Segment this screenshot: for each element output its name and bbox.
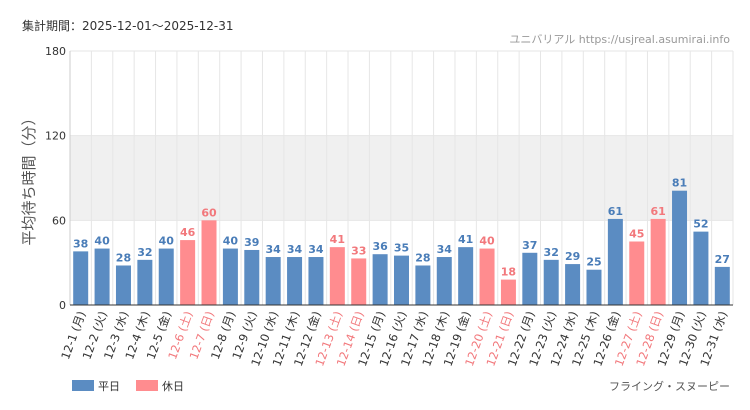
value-labels: 38 40 28 32 40 46 60 40 39 34 34 34 41 33 36 35 28 34 41 40… bbox=[73, 177, 730, 279]
value-label: 40 bbox=[159, 235, 175, 248]
value-label: 28 bbox=[116, 251, 131, 264]
value-label: 36 bbox=[372, 240, 388, 253]
grid-lines bbox=[69, 50, 734, 305]
bar-12-2 bbox=[94, 248, 110, 305]
bar-12-26 bbox=[607, 218, 623, 305]
value-label: 29 bbox=[565, 250, 580, 263]
value-label: 40 bbox=[479, 235, 495, 248]
bars bbox=[73, 190, 730, 305]
bar-12-10 bbox=[265, 257, 281, 305]
site-credit: ユニバリアル https://usjreal.asumirai.info bbox=[509, 33, 730, 46]
bar-12-12 bbox=[308, 257, 324, 305]
value-label: 40 bbox=[223, 235, 239, 248]
value-label: 60 bbox=[201, 206, 217, 219]
bar-12-21 bbox=[500, 279, 516, 305]
bar-12-29 bbox=[672, 190, 688, 305]
value-label: 61 bbox=[650, 205, 665, 218]
bar-12-22 bbox=[522, 252, 538, 305]
y-tick-label: 0 bbox=[59, 299, 66, 312]
shaded-band bbox=[70, 135, 733, 221]
value-label: 38 bbox=[73, 237, 88, 250]
bar-12-6 bbox=[180, 240, 196, 305]
bar-12-15 bbox=[372, 254, 388, 305]
value-label: 32 bbox=[137, 246, 152, 259]
bar-12-24 bbox=[565, 264, 581, 305]
bar-12-19 bbox=[458, 247, 474, 305]
bar-12-23 bbox=[543, 259, 559, 305]
value-label: 41 bbox=[330, 233, 345, 246]
bar-12-11 bbox=[287, 257, 303, 305]
bar-12-3 bbox=[115, 265, 131, 305]
bar-12-13 bbox=[329, 247, 345, 305]
bar-12-14 bbox=[351, 258, 367, 305]
y-tick-label: 120 bbox=[45, 130, 66, 143]
attraction-name: フライング・スヌーピー bbox=[609, 379, 730, 393]
value-label: 33 bbox=[351, 244, 366, 257]
value-label: 27 bbox=[715, 253, 730, 266]
bar-12-30 bbox=[693, 231, 709, 305]
value-label: 34 bbox=[308, 243, 324, 256]
value-label: 32 bbox=[544, 246, 559, 259]
value-label: 61 bbox=[608, 205, 623, 218]
value-label: 41 bbox=[458, 233, 473, 246]
value-label: 28 bbox=[415, 251, 430, 264]
y-axis-ticks: 0 60 120 180 bbox=[45, 45, 66, 312]
bar-12-9 bbox=[244, 249, 260, 305]
bar-12-17 bbox=[415, 265, 431, 305]
period-label: 集計期間：2025-12-01～2025-12-31 bbox=[22, 18, 233, 33]
x-axis-ticks: 12-1 (月)12-2 (火)12-3 (水)12-4 (木)12-5 (金)… bbox=[58, 309, 730, 368]
bar-12-27 bbox=[629, 241, 645, 305]
y-tick-label: 180 bbox=[45, 45, 66, 58]
value-label: 45 bbox=[629, 228, 644, 241]
bar-12-5 bbox=[158, 248, 174, 305]
y-tick-label: 60 bbox=[52, 214, 66, 227]
value-label: 34 bbox=[437, 243, 453, 256]
legend-weekday-label: 平日 bbox=[98, 380, 120, 393]
value-label: 35 bbox=[394, 242, 409, 255]
value-label: 34 bbox=[287, 243, 303, 256]
value-label: 52 bbox=[693, 218, 708, 231]
legend-weekday-swatch bbox=[72, 380, 94, 391]
bar-12-20 bbox=[479, 248, 495, 305]
value-label: 37 bbox=[522, 239, 537, 252]
bar-12-25 bbox=[586, 269, 602, 305]
value-label: 40 bbox=[94, 235, 110, 248]
value-label: 39 bbox=[244, 236, 259, 249]
bar-12-28 bbox=[650, 218, 666, 305]
value-label: 81 bbox=[672, 177, 687, 190]
value-label: 46 bbox=[180, 226, 196, 239]
legend-holiday-swatch bbox=[136, 380, 158, 391]
bar-12-18 bbox=[436, 257, 452, 305]
value-label: 18 bbox=[501, 266, 516, 279]
legend-holiday-label: 休日 bbox=[162, 380, 184, 393]
bar-12-1 bbox=[73, 251, 89, 305]
y-axis-label: 平均待ち時間（分） bbox=[20, 110, 38, 245]
bar-12-7 bbox=[201, 220, 217, 305]
bar-12-31 bbox=[714, 266, 730, 305]
bar-12-4 bbox=[137, 259, 153, 305]
bar-12-16 bbox=[394, 255, 409, 305]
bar-12-8 bbox=[222, 248, 238, 305]
value-label: 34 bbox=[266, 243, 282, 256]
value-label: 25 bbox=[586, 256, 601, 269]
